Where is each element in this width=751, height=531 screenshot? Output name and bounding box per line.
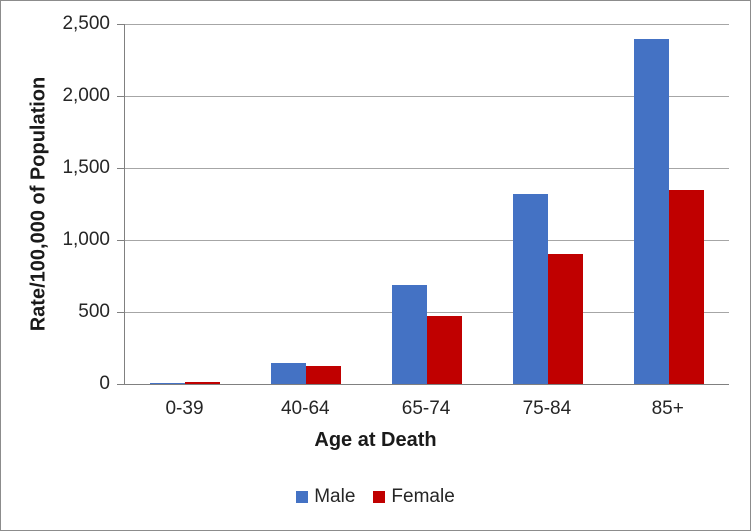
y-tick-label-2,500: 2,500: [62, 13, 110, 34]
bar-male-65-74: [392, 284, 427, 384]
legend-swatch-female: [373, 491, 386, 503]
x-tick-label-0-39: 0-39: [165, 398, 204, 419]
bar-female-40-64: [306, 366, 342, 384]
y-tick-mark-2,000: [117, 96, 124, 97]
x-tick-label-65-74: 65-74: [401, 398, 451, 419]
y-tick-mark-1,500: [117, 168, 124, 169]
legend-label-male: Male: [314, 486, 356, 507]
x-axis-title: Age at Death: [314, 429, 437, 451]
legend-label-female: Female: [391, 486, 455, 507]
legend-item-male: Male: [296, 486, 355, 508]
plot-area: [117, 24, 729, 385]
bar-male-85+: [633, 39, 669, 384]
y-tick-mark-2,500: [117, 24, 124, 25]
y-tick-mark-0: [117, 383, 124, 385]
x-tick-label-40-64: 40-64: [280, 398, 330, 419]
y-tick-mark-500: [117, 312, 124, 313]
y-tick-label-1,000: 1,000: [62, 229, 110, 250]
bar-female-85+: [668, 190, 704, 384]
bar-male-0-39: [150, 382, 186, 384]
legend-item-female: Female: [373, 486, 455, 508]
y-axis-title: Rate/100,000 of Population: [27, 76, 50, 332]
gridline-1,500: [125, 168, 729, 169]
bar-female-75-84: [547, 253, 583, 384]
legend-swatch-male: [296, 491, 309, 503]
legend: Male Female: [1, 486, 750, 508]
bar-female-0-39: [185, 382, 221, 384]
y-tick-label-2,000: 2,000: [62, 85, 110, 106]
bar-male-40-64: [271, 363, 307, 384]
x-tick-label-75-84: 75-84: [522, 398, 572, 419]
gridline-500: [125, 312, 729, 313]
y-tick-label-500: 500: [78, 301, 110, 322]
y-tick-mark-1,000: [117, 240, 124, 241]
bar-male-75-84: [512, 193, 548, 384]
gridline-1,000: [125, 240, 729, 241]
gridline-2,000: [125, 96, 729, 97]
y-tick-label-0: 0: [99, 373, 110, 394]
x-tick-label-85+: 85+: [651, 398, 684, 419]
gridline-2,500: [125, 24, 729, 25]
bar-female-65-74: [427, 316, 462, 384]
y-tick-label-1,500: 1,500: [62, 157, 110, 178]
